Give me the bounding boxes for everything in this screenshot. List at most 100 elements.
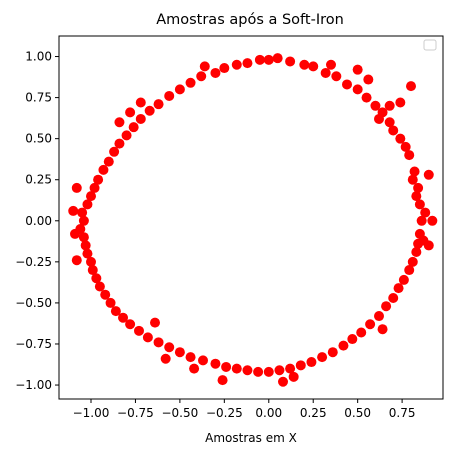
data-point [388, 125, 399, 136]
data-point [87, 265, 98, 276]
data-point [253, 366, 264, 377]
x-axis: −1.00 −0.75 −0.50 −0.25 0.00 0.25 0.50 0.75 [73, 399, 416, 420]
data-point [128, 122, 139, 133]
data-point [352, 84, 363, 95]
data-point [411, 191, 422, 202]
data-point [142, 332, 153, 343]
data-point [68, 205, 79, 216]
data-point [407, 256, 418, 267]
data-point [164, 342, 175, 353]
data-point [125, 107, 136, 118]
x-tick-label: −1.00 [73, 406, 110, 420]
y-tick-label: 1.00 [25, 50, 52, 64]
legend-box [423, 39, 437, 51]
data-point [219, 63, 230, 74]
x-tick-label: 0.75 [389, 406, 416, 420]
data-point [414, 199, 425, 210]
x-axis-label: Amostras em X [205, 431, 297, 445]
data-point [398, 274, 409, 285]
data-point [409, 166, 420, 177]
data-point [110, 306, 121, 317]
data-point [135, 113, 146, 124]
data-point [77, 207, 88, 218]
data-point [210, 67, 221, 78]
data-point [86, 256, 96, 267]
data-point [135, 97, 146, 108]
data-point [125, 319, 136, 330]
data-point [272, 53, 283, 64]
data-point [210, 358, 221, 369]
data-point [308, 61, 319, 72]
y-tick-label: −0.25 [15, 255, 52, 269]
data-point [174, 347, 185, 358]
data-point [82, 199, 93, 210]
data-point [404, 265, 415, 276]
data-point [423, 240, 434, 251]
y-tick-label: −1.00 [15, 378, 52, 392]
data-point [100, 289, 111, 300]
data-point [93, 174, 104, 185]
data-point [377, 324, 388, 335]
y-tick-label: 0.75 [25, 91, 52, 105]
y-axis: −1.00 −0.75 −0.50 −0.25 0.00 0.25 0.50 0.75 1.00 [15, 50, 59, 392]
data-point [242, 58, 253, 69]
data-point [400, 141, 411, 152]
data-point [274, 365, 285, 376]
data-point [363, 74, 374, 85]
data-point [317, 352, 328, 363]
data-point [406, 81, 416, 92]
data-point [164, 90, 175, 101]
data-point [381, 301, 392, 312]
data-point [384, 117, 395, 128]
data-point [78, 232, 89, 243]
data-point [285, 56, 296, 67]
data-point [78, 215, 89, 226]
data-point [89, 182, 100, 193]
data-point [427, 215, 438, 226]
y-tick-label: −0.50 [15, 296, 52, 310]
data-point [413, 182, 424, 193]
data-point [413, 238, 424, 249]
y-tick-label: 0.25 [25, 173, 52, 187]
x-tick-label: 0.25 [300, 406, 327, 420]
data-point [352, 64, 363, 75]
data-point [393, 283, 404, 294]
data-point [86, 191, 96, 202]
data-point [71, 182, 82, 193]
data-point [118, 312, 128, 323]
data-point [94, 281, 105, 292]
data-point [299, 59, 310, 70]
data-point [160, 353, 171, 364]
data-point [82, 248, 93, 259]
data-point [198, 355, 208, 366]
data-point [423, 169, 434, 180]
data-point [144, 105, 155, 116]
data-point [306, 357, 317, 368]
data-point [263, 54, 274, 65]
data-point [342, 79, 352, 90]
data-point [263, 366, 274, 377]
data-point [370, 100, 381, 111]
data-point [395, 97, 406, 108]
data-point [221, 361, 232, 372]
data-point [174, 84, 185, 95]
x-tick-label: −0.75 [117, 406, 154, 420]
data-point [420, 207, 431, 218]
data-point [153, 337, 164, 348]
data-point [103, 156, 114, 167]
data-point [91, 273, 102, 284]
data-point [278, 376, 288, 387]
data-point [365, 319, 376, 330]
data-point [98, 164, 109, 175]
data-point [189, 363, 200, 374]
data-point [150, 317, 160, 328]
data-point [416, 215, 427, 226]
x-tick-label: −0.25 [206, 406, 243, 420]
data-point [288, 371, 299, 382]
data-point [384, 100, 395, 111]
data-point [320, 67, 331, 78]
data-point [231, 363, 242, 374]
data-point [374, 113, 384, 124]
data-point [121, 130, 132, 141]
